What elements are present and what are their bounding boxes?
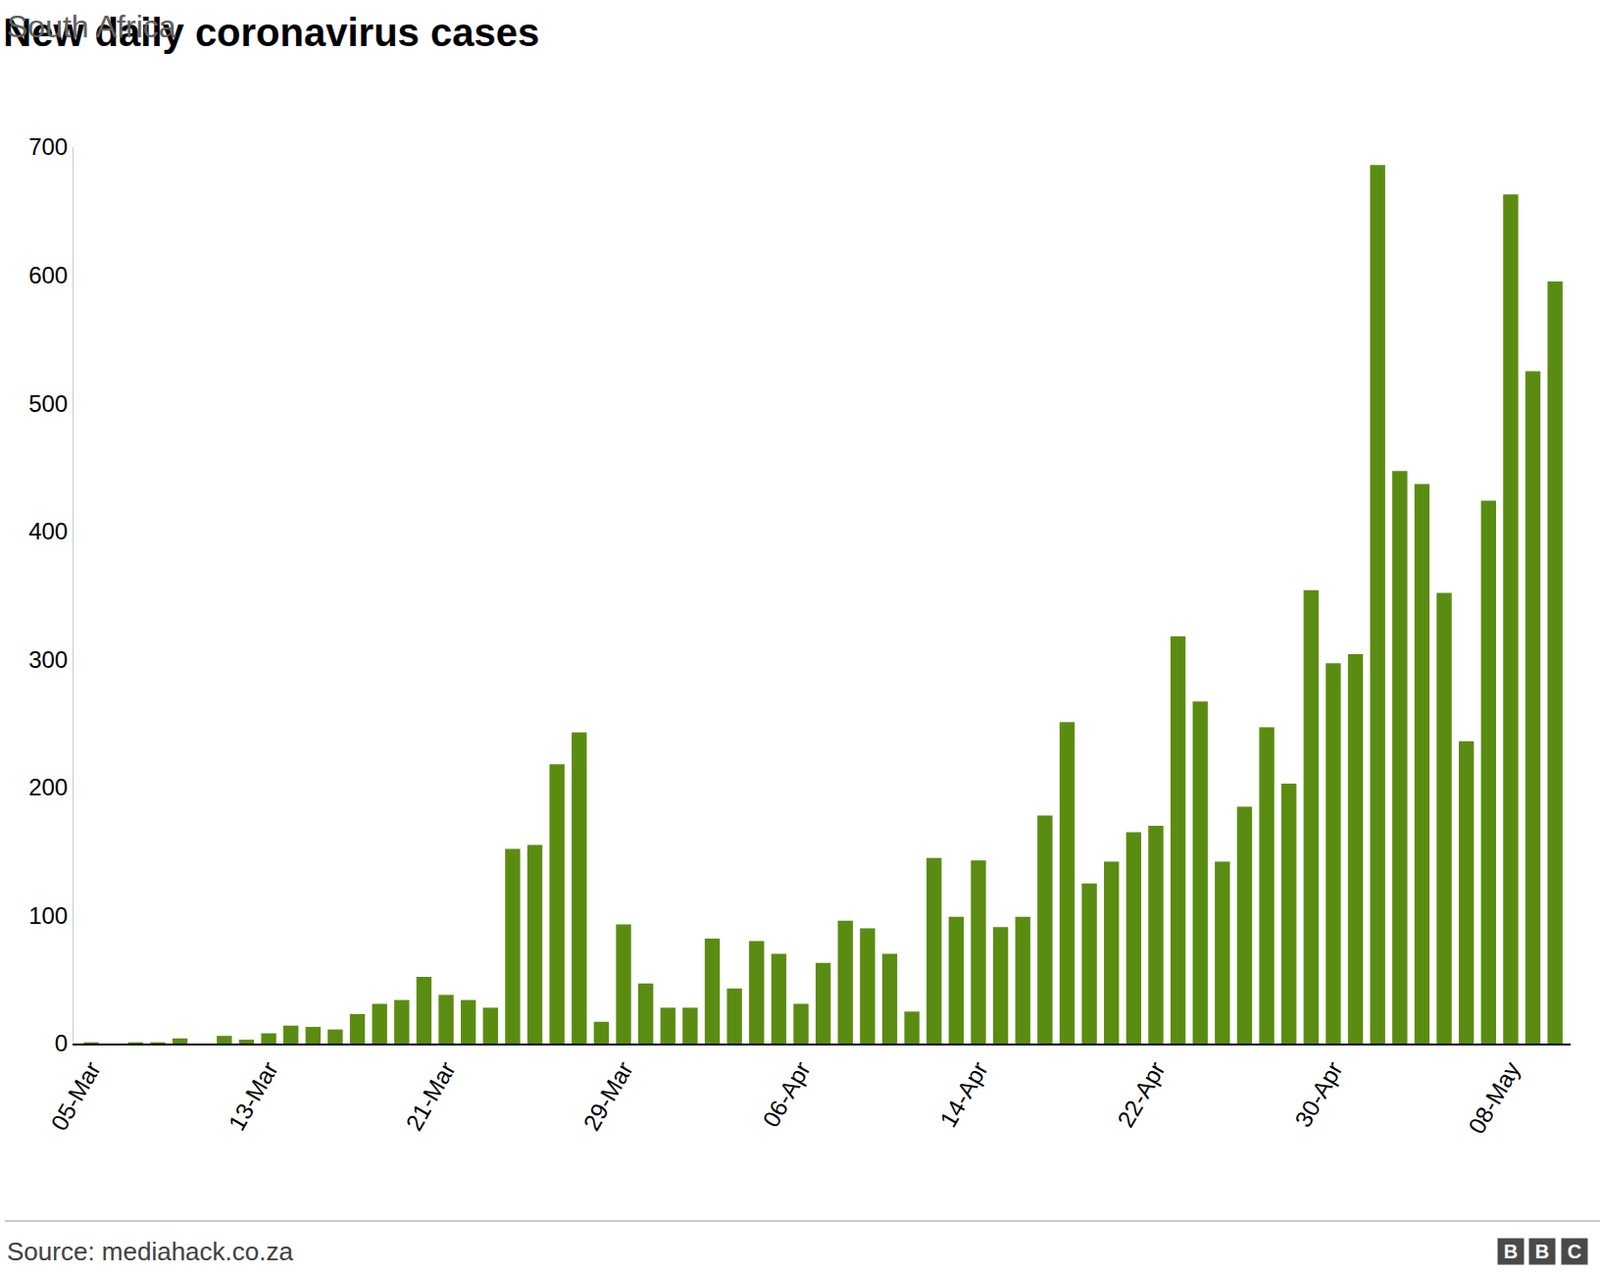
svg-text:100: 100: [28, 901, 68, 929]
svg-text:08-May: 08-May: [1462, 1056, 1525, 1139]
svg-text:200: 200: [28, 773, 68, 800]
svg-text:0: 0: [54, 1029, 68, 1056]
svg-text:05-Mar: 05-Mar: [45, 1056, 105, 1135]
svg-text:06-Apr: 06-Apr: [756, 1056, 815, 1132]
svg-text:29-Mar: 29-Mar: [577, 1056, 638, 1135]
svg-text:22-Apr: 22-Apr: [1111, 1056, 1170, 1132]
svg-text:400: 400: [28, 517, 68, 545]
svg-text:B: B: [1535, 1240, 1550, 1262]
svg-text:B: B: [1503, 1240, 1518, 1262]
svg-text:600: 600: [28, 261, 68, 289]
svg-text:C: C: [1567, 1240, 1582, 1262]
svg-text:300: 300: [28, 646, 68, 673]
svg-text:Source: mediahack.co.za: Source: mediahack.co.za: [6, 1236, 294, 1266]
svg-text:700: 700: [28, 133, 68, 160]
svg-text:500: 500: [28, 390, 68, 417]
svg-text:New daily coronavirus cases: New daily coronavirus cases: [2, 10, 540, 54]
svg-text:21-Mar: 21-Mar: [400, 1056, 460, 1135]
svg-text:South Africa: South Africa: [6, 8, 177, 45]
svg-text:13-Mar: 13-Mar: [222, 1056, 283, 1135]
svg-text:30-Apr: 30-Apr: [1289, 1056, 1348, 1132]
svg-text:14-Apr: 14-Apr: [934, 1056, 993, 1132]
